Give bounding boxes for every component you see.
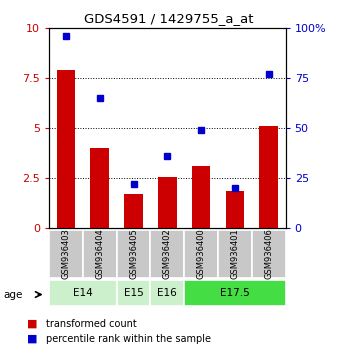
Text: GSM936402: GSM936402	[163, 229, 172, 279]
Bar	[192, 166, 210, 228]
Text: GDS4591 / 1429755_a_at: GDS4591 / 1429755_a_at	[84, 12, 254, 25]
Text: GSM936401: GSM936401	[231, 229, 239, 279]
Text: ■: ■	[27, 319, 38, 329]
Text: E17.5: E17.5	[220, 288, 250, 298]
Bar	[184, 280, 286, 306]
Bar	[260, 126, 278, 228]
Text: GSM936406: GSM936406	[264, 229, 273, 279]
Bar	[252, 230, 286, 278]
Bar	[117, 230, 150, 278]
Bar	[158, 177, 177, 228]
Text: age: age	[3, 290, 23, 299]
Bar	[49, 230, 83, 278]
Text: E16: E16	[158, 288, 177, 298]
Text: E15: E15	[124, 288, 143, 298]
Bar	[150, 230, 184, 278]
Bar	[83, 230, 117, 278]
Text: GSM936400: GSM936400	[197, 229, 206, 279]
Bar	[184, 230, 218, 278]
Bar	[56, 70, 75, 228]
Bar	[124, 194, 143, 228]
Bar	[218, 230, 252, 278]
Bar	[90, 148, 109, 228]
Text: GSM936404: GSM936404	[95, 229, 104, 279]
Bar	[117, 280, 150, 306]
Text: ■: ■	[27, 334, 38, 344]
Text: GSM936405: GSM936405	[129, 229, 138, 279]
Text: percentile rank within the sample: percentile rank within the sample	[46, 334, 211, 344]
Text: GSM936403: GSM936403	[62, 229, 70, 279]
Bar	[226, 191, 244, 228]
Bar	[49, 280, 117, 306]
Bar	[150, 280, 184, 306]
Text: transformed count: transformed count	[46, 319, 136, 329]
Text: E14: E14	[73, 288, 93, 298]
